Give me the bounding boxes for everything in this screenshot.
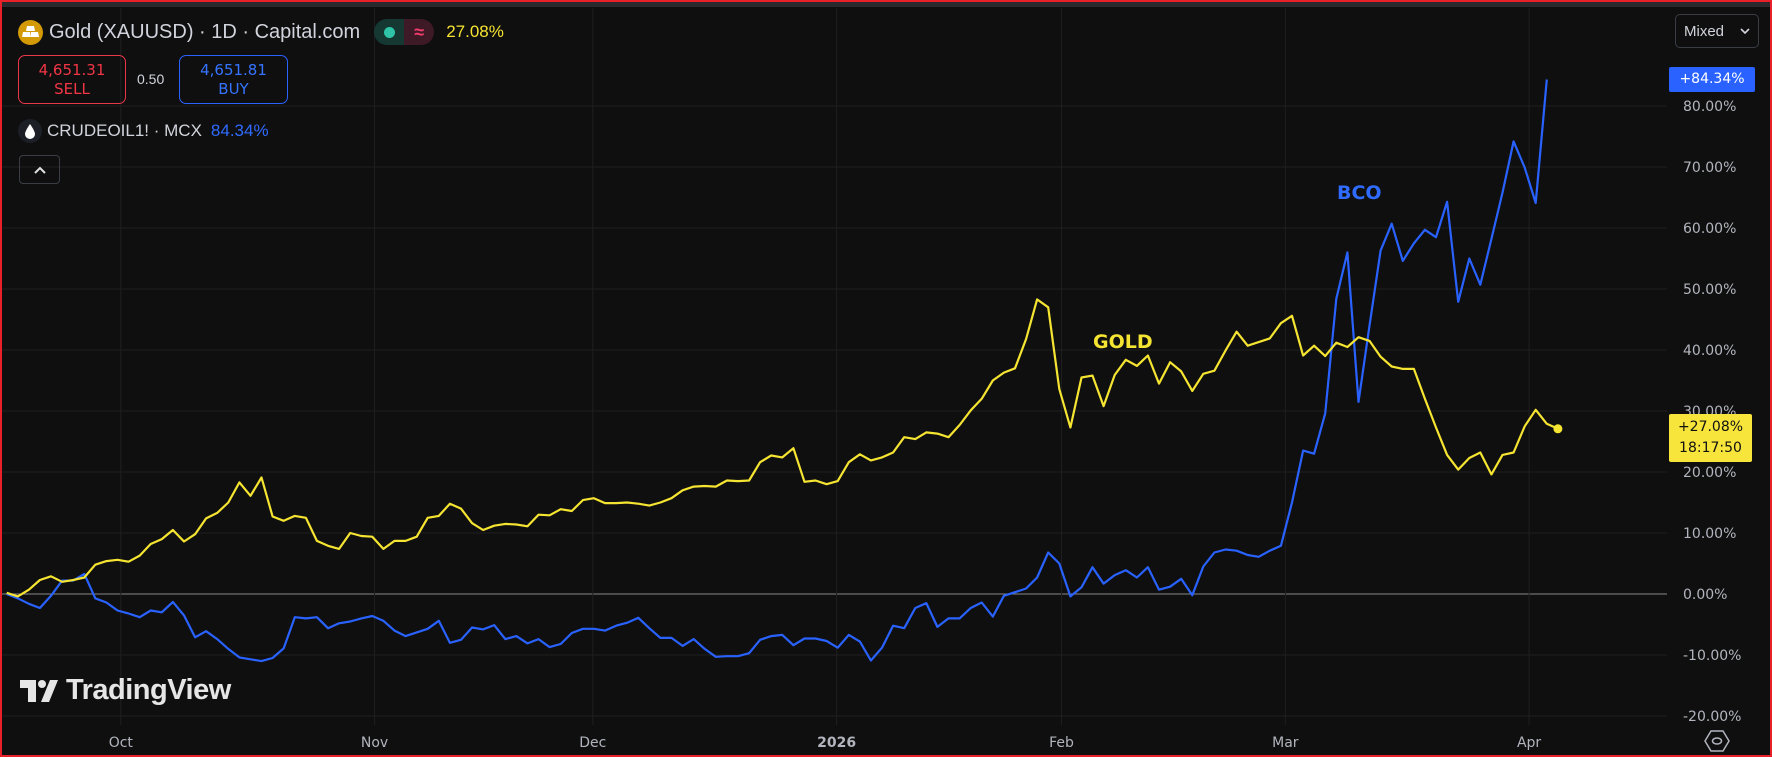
- y-tick-label: 60.00%: [1683, 221, 1736, 237]
- visibility-settings-button[interactable]: [1704, 730, 1730, 757]
- x-tick-label: Apr: [1517, 735, 1541, 751]
- x-tick-label: Feb: [1049, 735, 1074, 751]
- symbol-title[interactable]: Gold (XAUUSD) · 1D · Capital.com: [49, 20, 361, 43]
- sell-price: 4,651.31: [38, 60, 106, 79]
- gold-bars-icon: [18, 19, 43, 45]
- x-axis: Oct Nov Dec 2026 Feb Mar Apr: [109, 735, 1542, 751]
- gold-annotation: GOLD: [1093, 331, 1153, 353]
- y-tick-label: -10.00%: [1683, 648, 1741, 664]
- status-dot-icon[interactable]: [374, 19, 405, 45]
- y-tick-label: 20.00%: [1683, 465, 1736, 481]
- tradingview-logo[interactable]: TradingView: [20, 674, 231, 707]
- y-tick-label: 40.00%: [1683, 343, 1736, 359]
- legend-toggle[interactable]: ≈: [374, 19, 435, 45]
- y-axis: 80.00%70.00%60.00%50.00%40.00%30.00%20.0…: [1683, 99, 1741, 725]
- crude-series-line[interactable]: [6, 79, 1548, 663]
- x-tick-label: Nov: [361, 735, 388, 751]
- compare-legend: CRUDEOIL1! · MCX 84.34%: [18, 118, 269, 144]
- gold-change-value: 27.08%: [446, 22, 504, 41]
- grid: [0, 8, 1667, 725]
- gold-price-tag: +27.08% 18:17:50: [1669, 414, 1752, 462]
- compare-symbol-title[interactable]: CRUDEOIL1! · MCX: [47, 121, 202, 140]
- collapse-legend-button[interactable]: [19, 155, 60, 184]
- x-tick-label: Oct: [109, 735, 134, 751]
- top-toolbar-edge: [2, 2, 1770, 7]
- y-tick-label: -20.00%: [1683, 709, 1741, 725]
- x-tick-label: Dec: [579, 735, 606, 751]
- sell-label: SELL: [54, 79, 90, 98]
- chevron-down-icon: [1740, 28, 1750, 34]
- crude-price-tag: +84.34%: [1669, 67, 1755, 92]
- buy-label: BUY: [218, 79, 249, 98]
- buy-price: 4,651.81: [200, 60, 267, 79]
- logo-text: TradingView: [66, 674, 231, 706]
- sell-button[interactable]: 4,651.31 SELL: [18, 55, 126, 104]
- main-legend: Gold (XAUUSD) · 1D · Capital.com ≈ 27.08…: [18, 18, 504, 46]
- scale-mode-value: Mixed: [1684, 22, 1725, 40]
- chevron-up-icon: [33, 166, 46, 174]
- x-tick-label: 2026: [817, 735, 856, 751]
- gold-series-line[interactable]: [6, 298, 1559, 598]
- y-tick-label: 50.00%: [1683, 282, 1736, 298]
- bar-countdown: 18:17:50: [1679, 440, 1742, 456]
- compare-change-value: 84.34%: [210, 121, 269, 140]
- eye-hexagon-icon: [1704, 730, 1730, 752]
- gold-last-point: [1553, 424, 1563, 434]
- y-tick-label: 10.00%: [1683, 526, 1736, 542]
- bco-annotation: BCO: [1337, 182, 1382, 204]
- scale-mode-dropdown[interactable]: Mixed: [1675, 14, 1759, 48]
- y-tick-label: 80.00%: [1683, 99, 1736, 115]
- series-lines: [6, 79, 1563, 663]
- x-tick-label: Mar: [1272, 735, 1299, 751]
- spread-value: 0.50: [137, 71, 165, 87]
- y-tick-label: 0.00%: [1683, 587, 1727, 603]
- approx-wave-icon[interactable]: ≈: [404, 19, 435, 45]
- y-tick-label: 70.00%: [1683, 160, 1736, 176]
- oil-drop-icon: [18, 119, 42, 143]
- tradingview-logo-icon: [20, 679, 58, 702]
- gold-tag-value: +27.08%: [1677, 419, 1744, 435]
- buy-button[interactable]: 4,651.81 BUY: [179, 55, 288, 104]
